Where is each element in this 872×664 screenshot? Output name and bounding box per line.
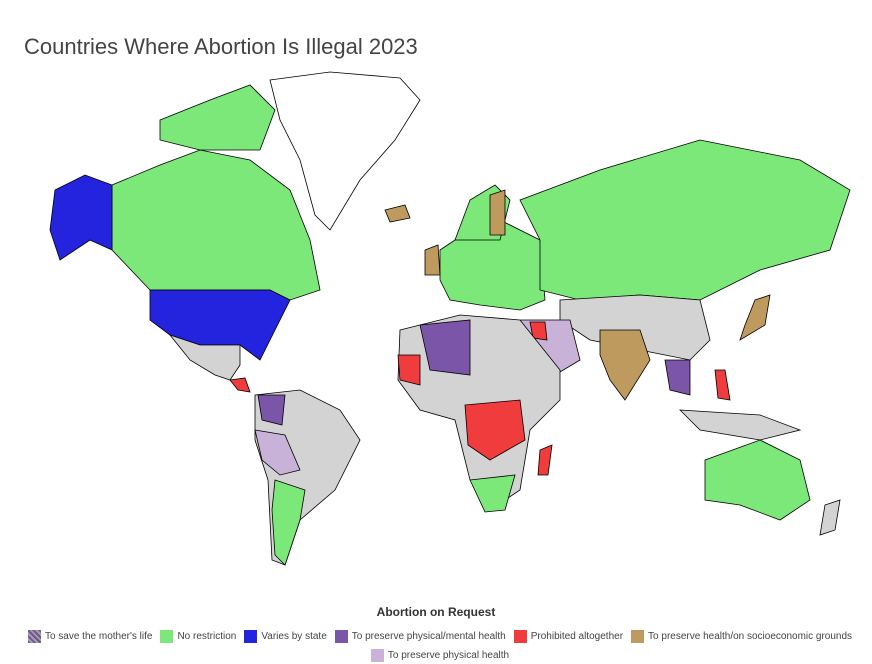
central-america-red[interactable]	[229, 377, 251, 393]
legend-label: Varies by state	[261, 631, 327, 642]
legend-label: To preserve health/on socioeconomic grou…	[648, 631, 853, 642]
legend-item[interactable]: To preserve health/on socioeconomic grou…	[631, 630, 852, 643]
legend-swatch	[370, 649, 384, 662]
legend-swatch	[631, 630, 645, 643]
madagascar[interactable]	[537, 444, 553, 476]
uk[interactable]	[424, 244, 441, 276]
legend-item[interactable]: Prohibited altogether	[513, 630, 624, 643]
peru-bolivia[interactable]	[254, 429, 301, 476]
mexico-central-america[interactable]	[168, 334, 241, 381]
indonesia[interactable]	[678, 409, 802, 441]
legend-swatch	[244, 630, 258, 643]
algeria-region[interactable]	[419, 319, 471, 376]
west-africa-red[interactable]	[397, 354, 421, 386]
legend-swatch	[513, 630, 527, 643]
legend-item[interactable]: To preserve physical/mental health	[334, 630, 506, 643]
russia[interactable]	[519, 139, 851, 301]
alaska[interactable]	[49, 174, 113, 261]
legend-title: Abortion on Request	[376, 605, 496, 619]
philippines[interactable]	[714, 369, 731, 401]
central-africa-red[interactable]	[464, 399, 526, 461]
india[interactable]	[599, 329, 651, 401]
legend-item[interactable]: To preserve physical health	[370, 649, 510, 662]
legend-item[interactable]: To save the mother's life	[27, 630, 153, 643]
iceland[interactable]	[384, 204, 411, 223]
greenland[interactable]	[269, 71, 421, 231]
southeast-asia[interactable]	[664, 359, 691, 396]
legend-swatch	[27, 630, 41, 643]
colombia[interactable]	[257, 394, 286, 426]
legend-label: To preserve physical/mental health	[351, 631, 506, 642]
legend-label: To save the mother's life	[44, 631, 153, 642]
legend-label: No restriction	[177, 631, 237, 642]
usa[interactable]	[149, 289, 291, 361]
world-map	[49, 71, 851, 566]
southern-africa[interactable]	[469, 474, 516, 513]
australia[interactable]	[704, 439, 811, 521]
new-zealand[interactable]	[819, 499, 841, 536]
legend: To save the mother's life No restriction V…	[20, 630, 860, 662]
legend-swatch	[160, 630, 174, 643]
finland[interactable]	[489, 189, 506, 236]
japan[interactable]	[739, 294, 771, 341]
legend-label: To preserve physical health	[387, 650, 510, 661]
legend-item[interactable]: Varies by state	[244, 630, 327, 643]
iraq[interactable]	[529, 321, 548, 341]
legend-swatch	[334, 630, 348, 643]
arctic-islands[interactable]	[159, 84, 276, 151]
canada[interactable]	[111, 149, 321, 301]
map-title: Countries Where Abortion Is Illegal 2023	[24, 34, 418, 59]
legend-item[interactable]: No restriction	[160, 630, 236, 643]
argentina-uruguay[interactable]	[271, 479, 306, 566]
legend-label: Prohibited altogether	[530, 631, 624, 642]
